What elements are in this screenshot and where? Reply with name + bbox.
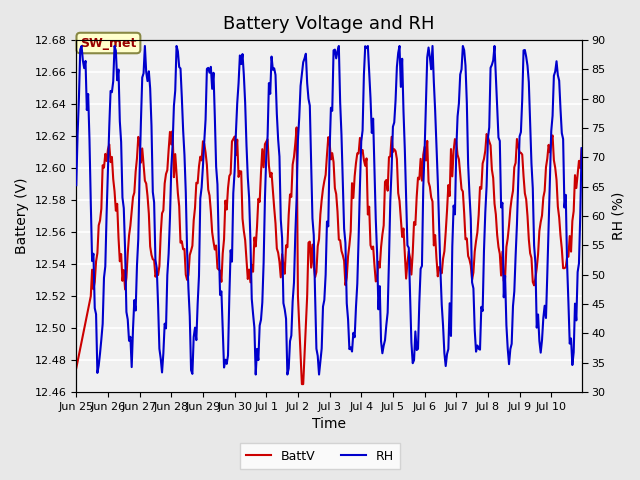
Line: RH: RH [76,46,582,374]
RH [252,372,260,377]
Line: BattV: BattV [76,127,582,384]
RH [91,305,99,311]
RH [72,182,80,188]
Title: Battery Voltage and RH: Battery Voltage and RH [223,15,435,33]
Text: SW_met: SW_met [80,36,136,49]
RH [578,145,586,151]
BattV [577,165,584,171]
RH [577,212,584,217]
BattV [90,287,97,292]
BattV [578,146,586,152]
RH [107,88,115,94]
BattV [72,365,80,371]
BattV [335,237,342,242]
RH [511,288,518,294]
RH [335,43,342,49]
Y-axis label: Battery (V): Battery (V) [15,178,29,254]
Y-axis label: RH (%): RH (%) [611,192,625,240]
RH [77,43,85,49]
Legend: BattV, RH: BattV, RH [240,444,400,469]
BattV [435,264,443,270]
BattV [511,164,518,170]
BattV [298,381,306,387]
RH [435,223,443,228]
X-axis label: Time: Time [312,418,346,432]
BattV [106,142,113,147]
BattV [292,124,300,130]
